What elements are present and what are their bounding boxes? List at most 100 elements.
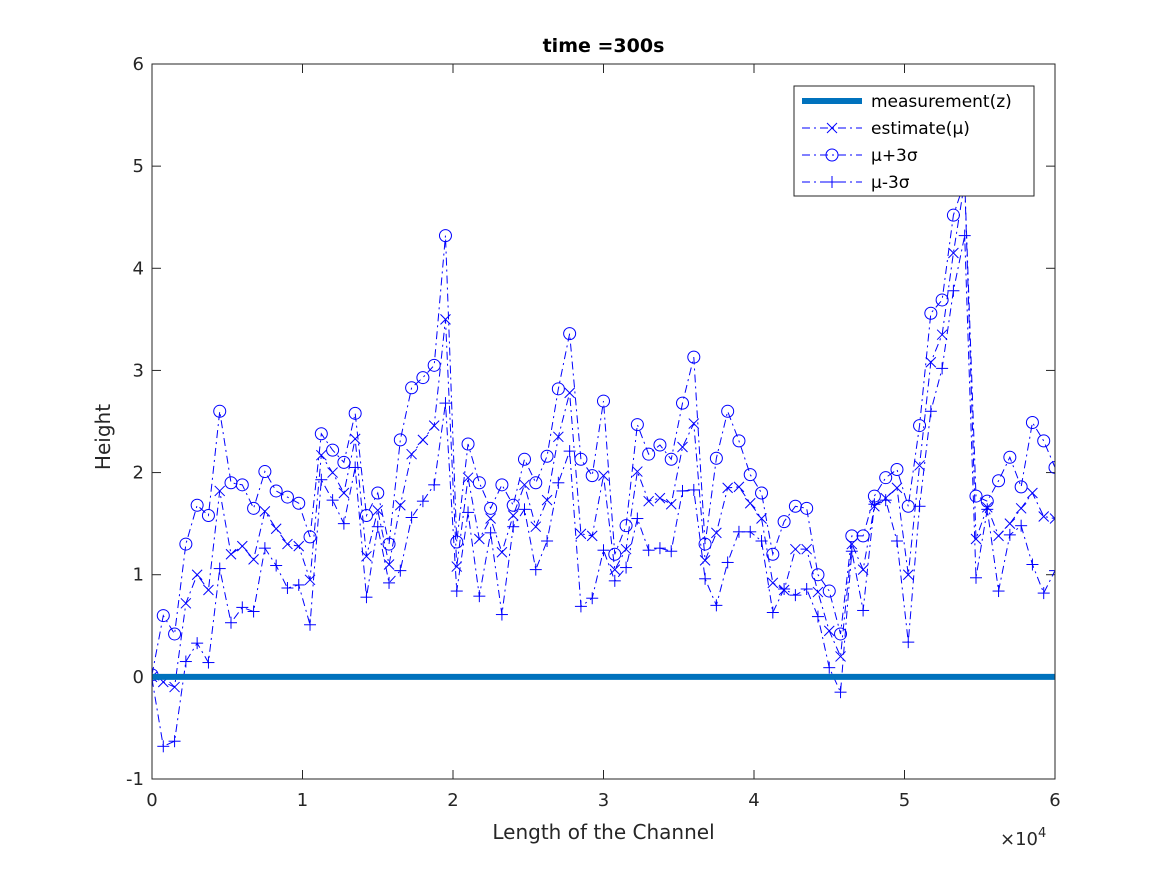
x-exponent-power: 4 <box>1038 826 1046 841</box>
lower-bound-point <box>992 585 1005 598</box>
upper-bound-point <box>856 529 870 543</box>
plot-frame <box>151 63 1056 780</box>
lower-bound-point <box>902 636 915 649</box>
upper-bound-point <box>506 498 520 512</box>
lower-bound-point <box>416 495 429 508</box>
lower-bound-point <box>315 473 328 486</box>
estimate-point <box>225 548 237 560</box>
lower-bound-point <box>631 512 644 525</box>
lower-bound-point <box>857 604 870 617</box>
estimate-point <box>586 530 598 542</box>
estimate-point <box>767 577 779 589</box>
estimate-point <box>191 569 203 581</box>
estimate-point <box>169 681 180 693</box>
lower-bound-point <box>563 445 576 458</box>
upper-bound-point <box>393 433 407 447</box>
estimate-point <box>665 498 677 510</box>
x-tick-label: 6 <box>1049 790 1060 811</box>
lower-bound-point <box>811 610 824 623</box>
upper-bound-point <box>438 229 452 243</box>
lower-bound-point <box>484 526 497 539</box>
lower-bound-point <box>879 494 892 507</box>
estimate-point <box>406 448 417 460</box>
y-tick-label: 2 <box>133 463 144 484</box>
lower-bound-point <box>552 476 565 489</box>
lower-bound-point <box>337 517 350 530</box>
estimate-point <box>428 420 440 431</box>
upper-bound-point <box>913 419 927 433</box>
lower-bound-point <box>778 583 791 596</box>
upper-bound-point <box>179 537 193 551</box>
upper-bound-point <box>156 609 170 623</box>
lower-bound-point <box>620 561 633 574</box>
estimate-point <box>180 597 192 609</box>
estimate-point <box>936 329 948 341</box>
upper-bound-point <box>890 463 904 477</box>
upper-bound-point <box>563 327 577 341</box>
y-tick-label: 0 <box>133 667 144 688</box>
upper-bound-point <box>371 486 385 500</box>
estimate-point <box>925 356 937 368</box>
estimate-point <box>1027 487 1038 499</box>
estimate-point <box>993 530 1004 542</box>
lower-bound-point <box>394 564 407 577</box>
upper-bound-point <box>811 568 825 582</box>
estimate-point <box>338 487 350 499</box>
lower-bound-point <box>179 655 192 668</box>
estimate-point <box>632 466 643 477</box>
upper-bound-point <box>551 382 565 396</box>
upper-bound-point <box>416 371 430 385</box>
lower-bound-point <box>473 590 486 603</box>
upper-bound-point <box>337 455 351 469</box>
upper-bound-point <box>201 508 215 522</box>
x-tick-label: 4 <box>748 790 759 811</box>
lower-bound-point <box>699 572 712 585</box>
lower-bound-point <box>653 542 666 555</box>
estimate-point <box>485 513 496 524</box>
lower-bound-point <box>642 544 655 557</box>
upper-bound-point <box>359 508 373 522</box>
upper-bound-point <box>642 447 656 461</box>
legend-entry: μ+3σ <box>802 146 918 166</box>
upper-bound-point <box>348 406 362 420</box>
x-tick-label: 1 <box>297 790 308 811</box>
x-tick-label: 0 <box>146 790 157 811</box>
estimate-point <box>473 533 485 545</box>
estimate-point <box>552 431 564 443</box>
upper-bound-point <box>235 478 249 492</box>
upper-bound-point <box>743 468 757 482</box>
y-tick-label: 4 <box>133 258 144 279</box>
x-exponent-label: ×104 <box>1000 826 1046 850</box>
upper-bound-point <box>574 452 588 466</box>
lower-bound-point <box>721 556 734 569</box>
legend-label: measurement(z) <box>871 92 1012 112</box>
upper-bound-point <box>992 474 1006 488</box>
legend-entry: measurement(z) <box>802 92 1012 112</box>
lower-bound-point <box>947 284 960 297</box>
legend-label: μ+3σ <box>871 146 918 166</box>
legend-marker <box>826 122 838 134</box>
upper-bound-point <box>732 434 746 448</box>
upper-bound-point <box>484 501 498 515</box>
lower-bound-point <box>574 600 587 613</box>
y-tick-label: 5 <box>133 156 144 177</box>
estimate-point <box>259 506 271 517</box>
legend-label: μ-3σ <box>871 173 910 193</box>
lower-bound-point <box>676 484 689 497</box>
upper-bound-point <box>314 427 328 441</box>
lower-bound-point <box>744 525 757 538</box>
upper-bound-point <box>540 449 554 463</box>
x-exponent-base: ×10 <box>1000 829 1038 850</box>
estimate-point <box>1038 511 1050 522</box>
lower-bound-point <box>732 525 745 538</box>
estimate-point <box>688 418 700 429</box>
lower-bound-point <box>586 592 599 605</box>
lower-bound-point <box>687 483 700 496</box>
estimate-point <box>462 472 474 484</box>
upper-bound-point <box>258 465 272 479</box>
lower-bound-point <box>789 589 802 602</box>
upper-bound-point <box>517 452 531 466</box>
estimate-point <box>699 555 711 566</box>
estimate-point <box>507 510 519 521</box>
